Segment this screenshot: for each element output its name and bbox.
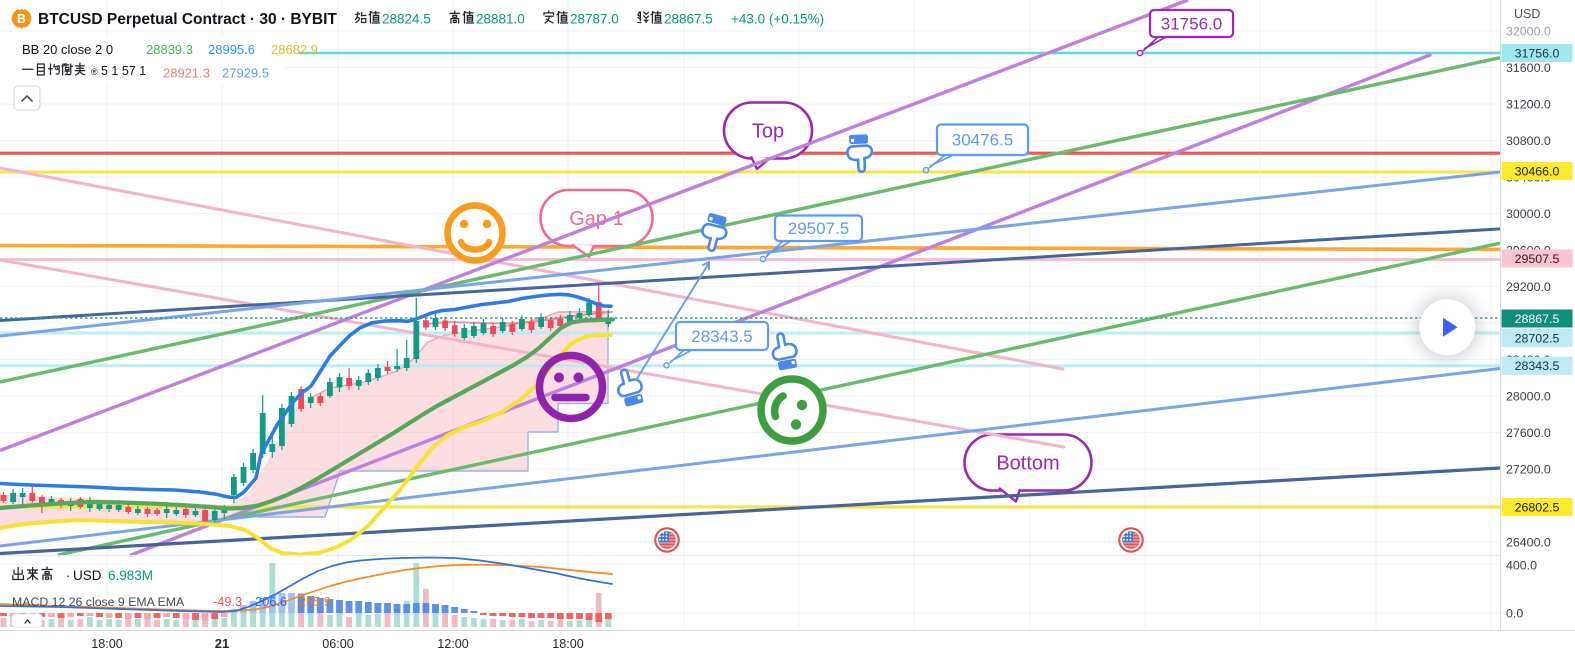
- svg-text:+43.0 (+0.15%): +43.0 (+0.15%): [731, 12, 824, 27]
- svg-text:21: 21: [215, 636, 229, 651]
- svg-text:28867.5: 28867.5: [1515, 312, 1560, 326]
- svg-text:31200.0: 31200.0: [1506, 97, 1551, 111]
- svg-text:26802.5: 26802.5: [1515, 500, 1560, 514]
- svg-text:·: ·: [66, 568, 70, 583]
- svg-text:06:00: 06:00: [322, 637, 354, 651]
- svg-text:28995.6: 28995.6: [208, 42, 255, 57]
- svg-text:BTCUSD Perpetual Contract · 30: BTCUSD Perpetual Contract · 30 · BYBIT: [38, 11, 337, 28]
- svg-text:29507.5: 29507.5: [1515, 252, 1560, 266]
- svg-text:27600.0: 27600.0: [1506, 426, 1551, 440]
- svg-text:12:00: 12:00: [437, 637, 469, 651]
- svg-text:28839.3: 28839.3: [146, 42, 193, 57]
- svg-text:BB 20 close 2 0: BB 20 close 2 0: [22, 42, 113, 57]
- svg-text:28682.9: 28682.9: [271, 42, 318, 57]
- svg-text:5 1 57 1: 5 1 57 1: [101, 64, 146, 78]
- svg-text:28787.0: 28787.0: [570, 12, 619, 27]
- svg-text:32000.0: 32000.0: [1506, 24, 1551, 38]
- svg-text:0.0: 0.0: [1506, 606, 1523, 620]
- svg-text:28702.5: 28702.5: [1515, 331, 1560, 345]
- svg-text:18:00: 18:00: [552, 637, 584, 651]
- svg-text:30466.0: 30466.0: [1515, 164, 1560, 178]
- svg-text:28343.5: 28343.5: [691, 327, 752, 346]
- svg-text:28881.0: 28881.0: [476, 12, 525, 27]
- svg-text:-49.3: -49.3: [213, 594, 242, 609]
- svg-text:28343.5: 28343.5: [1515, 359, 1560, 373]
- svg-text:28867.5: 28867.5: [664, 12, 713, 27]
- svg-text:29507.5: 29507.5: [788, 219, 849, 238]
- svg-text:®: ®: [91, 67, 98, 77]
- svg-text:206.6: 206.6: [255, 594, 287, 609]
- svg-text:Gap 1: Gap 1: [569, 208, 623, 230]
- svg-text:28824.5: 28824.5: [382, 12, 431, 27]
- svg-text:28000.0: 28000.0: [1506, 389, 1551, 403]
- svg-text:6.983M: 6.983M: [108, 568, 153, 583]
- svg-text:255.9: 255.9: [299, 594, 331, 609]
- svg-text:400.0: 400.0: [1506, 558, 1537, 572]
- svg-text:31600.0: 31600.0: [1506, 61, 1551, 75]
- svg-text:31756.0: 31756.0: [1161, 14, 1222, 33]
- svg-text:27929.5: 27929.5: [222, 66, 269, 81]
- svg-text:18:00: 18:00: [91, 637, 123, 651]
- svg-text:27200.0: 27200.0: [1506, 462, 1551, 476]
- svg-text:29200.0: 29200.0: [1506, 280, 1551, 294]
- svg-text:30800.0: 30800.0: [1506, 134, 1551, 148]
- svg-text:30476.5: 30476.5: [952, 131, 1013, 150]
- svg-text:MACD 12 26 close 9 EMA EMA: MACD 12 26 close 9 EMA EMA: [12, 595, 185, 609]
- svg-text:USD: USD: [1514, 7, 1540, 21]
- svg-text:Top: Top: [752, 121, 784, 143]
- svg-text:Bottom: Bottom: [996, 453, 1059, 475]
- svg-text:28921.3: 28921.3: [163, 66, 210, 81]
- svg-text:30000.0: 30000.0: [1506, 207, 1551, 221]
- svg-text:31756.0: 31756.0: [1515, 46, 1560, 60]
- svg-text:USD: USD: [73, 568, 102, 583]
- svg-text:B: B: [17, 12, 26, 26]
- svg-text:26400.0: 26400.0: [1506, 535, 1551, 549]
